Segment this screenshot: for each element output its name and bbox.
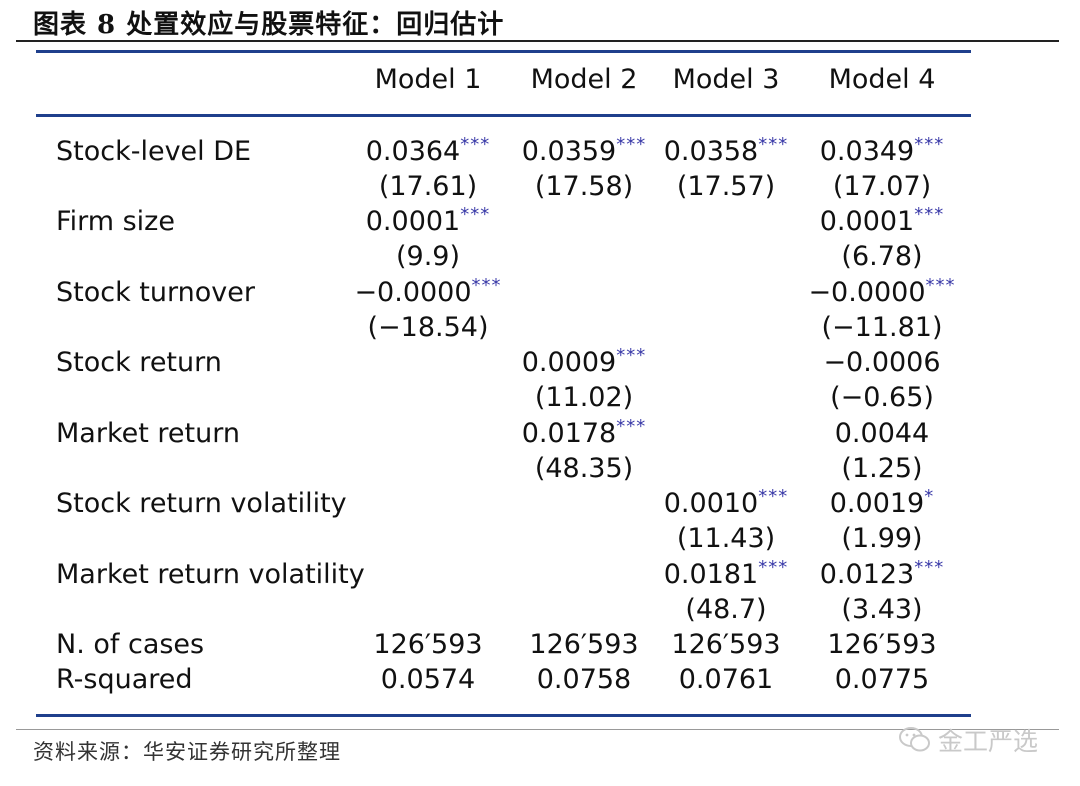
t-statistic: (−18.54): [367, 312, 489, 343]
t-statistic: (17.58): [534, 171, 634, 202]
row-label: Stock return volatility: [56, 488, 347, 519]
significance-stars: ***: [616, 416, 647, 437]
coefficient-cell: 0.0181***: [641, 557, 811, 590]
significance-stars: ***: [471, 275, 502, 296]
t-statistic: (−11.81): [821, 312, 943, 343]
coefficient-cell: 0.0178***: [499, 416, 669, 449]
t-statistic: (1.99): [841, 523, 923, 554]
t-statistic: (48.35): [534, 453, 634, 484]
significance-stars: *: [924, 486, 935, 507]
t-statistic: (6.78): [841, 241, 923, 272]
t-statistic: (3.43): [841, 594, 923, 625]
coefficient-cell: 0.0001***: [343, 204, 513, 237]
significance-stars: ***: [460, 204, 491, 225]
summary-value: 126′593: [373, 629, 483, 660]
page-bottom-rule: [16, 729, 1059, 730]
coefficient-cell: 0.0364***: [343, 134, 513, 167]
coefficient-cell: 0.0009***: [499, 345, 669, 378]
significance-stars: ***: [914, 557, 945, 578]
column-header-3: Model 3: [672, 64, 780, 95]
t-statistic: (11.02): [534, 382, 634, 413]
coefficient-value: 0.0358: [663, 136, 759, 167]
coefficient-value: −0.0006: [823, 347, 941, 378]
coefficient-value: 0.0359: [521, 136, 617, 167]
coefficient-cell: 0.0349***: [797, 134, 967, 167]
significance-stars: ***: [758, 486, 789, 507]
coefficient-cell: −0.0006: [797, 347, 967, 378]
coefficient-value: 0.0009: [521, 347, 617, 378]
header-rule: [36, 114, 971, 117]
table-bottom-rule: [36, 714, 971, 717]
coefficient-value: −0.0000: [354, 277, 472, 308]
coefficient-value: 0.0010: [663, 488, 759, 519]
significance-stars: ***: [758, 557, 789, 578]
t-statistic: (9.9): [395, 241, 460, 272]
title-rule: [16, 40, 1059, 42]
significance-stars: ***: [616, 134, 647, 155]
column-header-1: Model 1: [374, 64, 482, 95]
coefficient-value: 0.0019: [829, 488, 925, 519]
coefficient-value: 0.0001: [819, 206, 915, 237]
coefficient-value: 0.0044: [834, 418, 930, 449]
summary-value: 126′593: [827, 629, 937, 660]
row-label: Firm size: [56, 206, 175, 237]
coefficient-cell: 0.0019*: [797, 486, 967, 519]
t-statistic: (−0.65): [830, 382, 934, 413]
coefficient-cell: 0.0359***: [499, 134, 669, 167]
coefficient-cell: −0.0000***: [343, 275, 513, 308]
column-header-4: Model 4: [828, 64, 936, 95]
watermark-text: 金工严选: [938, 727, 1039, 756]
coefficient-value: 0.0123: [819, 559, 915, 590]
table-top-rule: [36, 50, 971, 53]
row-label: Stock turnover: [56, 277, 255, 308]
row-label: Market return volatility: [56, 559, 365, 590]
summary-label: N. of cases: [56, 629, 205, 660]
summary-label: R-squared: [56, 664, 193, 695]
summary-value: 0.0574: [380, 664, 476, 695]
t-statistic: (17.61): [378, 171, 478, 202]
t-statistic: (17.07): [832, 171, 932, 202]
coefficient-value: 0.0364: [365, 136, 461, 167]
significance-stars: ***: [460, 134, 491, 155]
significance-stars: ***: [616, 345, 647, 366]
coefficient-value: 0.0181: [663, 559, 759, 590]
coefficient-cell: 0.0044: [797, 418, 967, 449]
coefficient-cell: −0.0000***: [797, 275, 967, 308]
coefficient-value: 0.0178: [521, 418, 617, 449]
coefficient-cell: 0.0001***: [797, 204, 967, 237]
coefficient-cell: 0.0123***: [797, 557, 967, 590]
source-note: 资料来源：华安证券研究所整理: [33, 740, 341, 764]
row-label: Stock return: [56, 347, 222, 378]
coefficient-value: 0.0001: [365, 206, 461, 237]
coefficient-cell: 0.0358***: [641, 134, 811, 167]
t-statistic: (48.7): [685, 594, 767, 625]
significance-stars: ***: [925, 275, 956, 296]
t-statistic: (1.25): [841, 453, 923, 484]
summary-value: 0.0775: [834, 664, 930, 695]
summary-value: 126′593: [529, 629, 639, 660]
wechat-icon: [899, 727, 930, 752]
t-statistic: (17.57): [676, 171, 776, 202]
summary-value: 0.0758: [536, 664, 632, 695]
row-label: Market return: [56, 418, 240, 449]
summary-value: 126′593: [671, 629, 781, 660]
coefficient-cell: 0.0010***: [641, 486, 811, 519]
coefficient-value: −0.0000: [808, 277, 926, 308]
column-header-2: Model 2: [530, 64, 638, 95]
t-statistic: (11.43): [676, 523, 776, 554]
significance-stars: ***: [758, 134, 789, 155]
significance-stars: ***: [914, 134, 945, 155]
summary-value: 0.0761: [678, 664, 774, 695]
watermark: 金工严选: [898, 722, 1038, 758]
coefficient-value: 0.0349: [819, 136, 915, 167]
row-label: Stock-level DE: [56, 136, 252, 167]
significance-stars: ***: [914, 204, 945, 225]
figure-title: 图表 8 处置效应与股票特征：回归估计: [33, 10, 505, 40]
